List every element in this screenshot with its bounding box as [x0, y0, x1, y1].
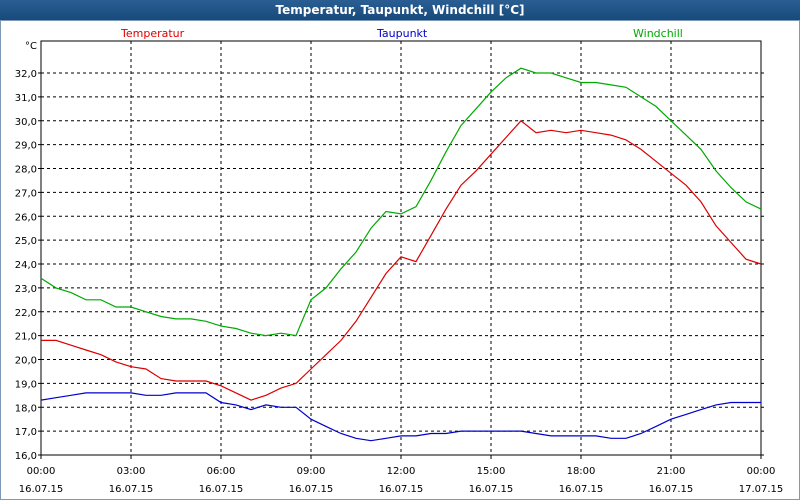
y-tick-label: 21,0 — [15, 332, 37, 343]
x-tick-date: 16.07.15 — [289, 484, 334, 495]
y-tick-label: 31,0 — [15, 93, 37, 104]
y-tick-label: 30,0 — [15, 117, 37, 128]
y-tick-label: 23,0 — [15, 284, 37, 295]
y-tick-label: 16,0 — [15, 451, 37, 462]
x-tick-time: 18:00 — [567, 466, 596, 477]
x-tick-time: 09:00 — [297, 466, 326, 477]
y-tick-label: 27,0 — [15, 188, 37, 199]
y-tick-label: 20,0 — [15, 356, 37, 367]
y-tick-label: 24,0 — [15, 260, 37, 271]
x-tick-time: 03:00 — [117, 466, 146, 477]
x-tick-time: 06:00 — [207, 466, 236, 477]
y-tick-label: 32,0 — [15, 69, 37, 80]
y-tick-label: 18,0 — [15, 403, 37, 414]
chart-title: Temperatur, Taupunkt, Windchill [°C] — [0, 0, 800, 20]
y-tick-label: 26,0 — [15, 212, 37, 223]
x-tick-date: 16.07.15 — [19, 484, 64, 495]
x-tick-date: 16.07.15 — [649, 484, 694, 495]
y-axis-label: °C — [25, 41, 37, 52]
x-tick-date: 16.07.15 — [469, 484, 514, 495]
y-tick-label: 17,0 — [15, 427, 37, 438]
x-tick-date: 16.07.15 — [379, 484, 424, 495]
chart-panel: Temperatur Taupunkt Windchill 16,0 17,0 18… — [0, 20, 800, 500]
y-tick-label: 29,0 — [15, 141, 37, 152]
x-tick-time: 00:00 — [27, 466, 56, 477]
x-tick-date: 16.07.15 — [559, 484, 604, 495]
x-tick-date: 17.07.15 — [739, 484, 784, 495]
y-tick-label: 28,0 — [15, 165, 37, 176]
legend-taupunkt: Taupunkt — [377, 27, 428, 40]
x-tick-date: 16.07.15 — [199, 484, 244, 495]
legend-windchill: Windchill — [633, 27, 683, 40]
x-tick-time: 15:00 — [477, 466, 506, 477]
x-tick-time: 12:00 — [387, 466, 416, 477]
y-tick-label: 22,0 — [15, 308, 37, 319]
legend-temperatur: Temperatur — [121, 27, 185, 40]
x-tick-time: 00:00 — [747, 466, 776, 477]
series-line-taupunkt — [40, 392, 761, 442]
y-tick-label: 19,0 — [15, 379, 37, 390]
y-tick-label: 25,0 — [15, 236, 37, 247]
series-line-windchill — [40, 67, 762, 337]
x-tick-time: 21:00 — [657, 466, 686, 477]
line-chart: 16,0 17,0 18,0 19,0 20,0 21,0 22,0 23,0 24,0 25,0… — [15, 40, 784, 495]
x-tick-date: 16.07.15 — [109, 484, 154, 495]
series-line-temperatur — [41, 119, 762, 401]
